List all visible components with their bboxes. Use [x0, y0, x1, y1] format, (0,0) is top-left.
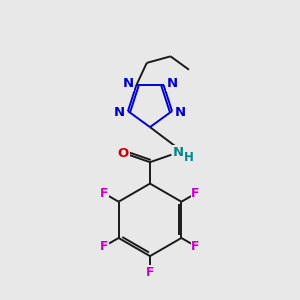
Text: F: F [191, 240, 200, 253]
Text: H: H [184, 151, 194, 164]
Text: O: O [118, 147, 129, 160]
Text: N: N [175, 106, 186, 119]
Text: F: F [191, 187, 200, 200]
Text: F: F [100, 240, 109, 253]
Text: F: F [100, 187, 109, 200]
Text: N: N [122, 77, 134, 90]
Text: F: F [146, 266, 154, 279]
Text: N: N [167, 77, 178, 90]
Text: N: N [114, 106, 125, 119]
Text: N: N [172, 146, 184, 159]
